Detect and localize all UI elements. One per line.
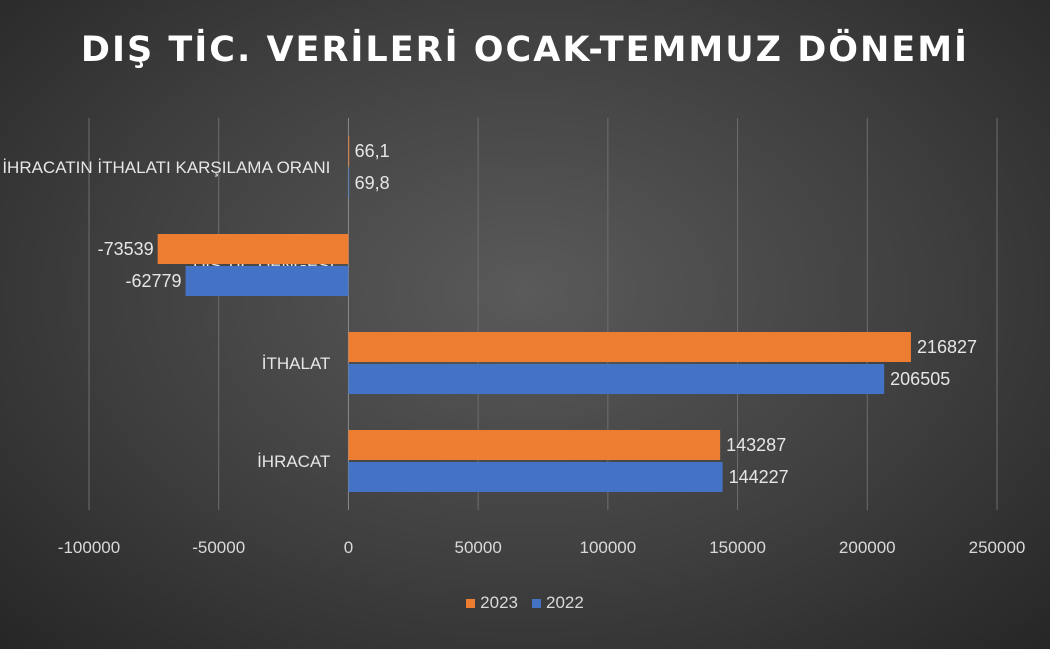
- legend-item-2023: 2023: [466, 593, 518, 613]
- data-label-2023: 216827: [917, 337, 977, 357]
- x-tick-label: -100000: [58, 538, 120, 557]
- bar-2023: [348, 136, 350, 166]
- bar-2023: [348, 332, 911, 362]
- chart-legend: 2023 2022: [0, 593, 1050, 613]
- legend-label-2023: 2023: [480, 593, 518, 612]
- data-label-2022: 206505: [890, 369, 950, 389]
- category-label: İTHALAT: [262, 354, 331, 373]
- x-tick-label: 250000: [969, 538, 1026, 557]
- legend-item-2022: 2022: [532, 593, 584, 613]
- x-tick-label: -50000: [192, 538, 245, 557]
- data-label-2022: 69,8: [355, 173, 390, 193]
- x-tick-label: 200000: [839, 538, 896, 557]
- x-tick-label: 50000: [455, 538, 502, 557]
- bar-2022: [348, 462, 723, 492]
- data-label-2023: 66,1: [355, 141, 390, 161]
- category-label: İHRACAT: [257, 452, 330, 471]
- data-label-2023: -73539: [98, 239, 154, 259]
- x-tick-label: 0: [344, 538, 353, 557]
- data-label-2022: 144227: [729, 467, 789, 487]
- legend-label-2022: 2022: [546, 593, 584, 612]
- data-label-2023: 143287: [726, 435, 786, 455]
- bar-2023: [157, 234, 349, 264]
- category-label: İHRACATIN İTHALATI KARŞILAMA ORANI: [2, 158, 330, 177]
- x-tick-label: 100000: [579, 538, 636, 557]
- bar-2022: [348, 364, 885, 394]
- chart-title: DIŞ TİC. VERİLERİ OCAK-TEMMUZ DÖNEMİ: [80, 30, 970, 70]
- x-tick-label: 150000: [709, 538, 766, 557]
- data-label-2022: -62779: [125, 271, 181, 291]
- legend-swatch-2023: [466, 598, 476, 608]
- bar-2022: [348, 168, 350, 198]
- bar-2022: [185, 266, 349, 296]
- legend-swatch-2022: [532, 598, 541, 608]
- bar-2023: [348, 430, 721, 460]
